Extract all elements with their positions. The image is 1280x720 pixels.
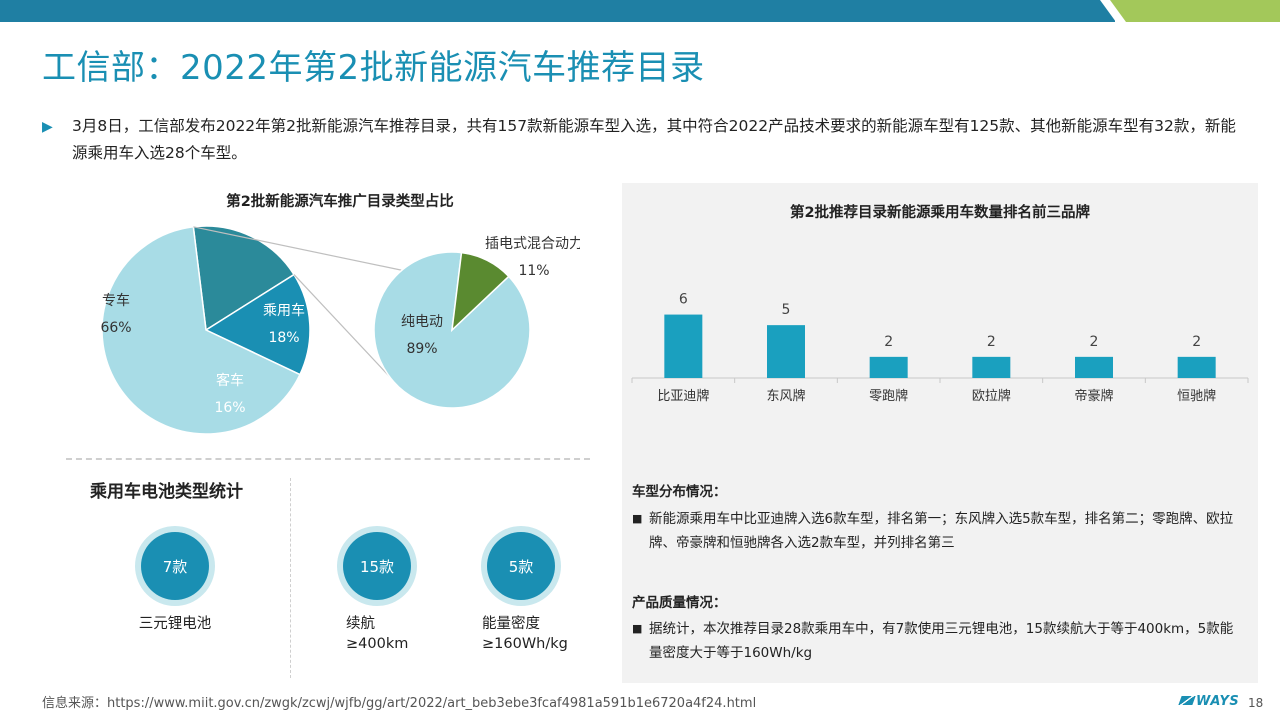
density-count-circle: 5款 — [487, 532, 555, 600]
bar-category-label: 帝豪牌 — [1074, 388, 1113, 404]
distribution-text: 新能源乘用车中比亚迪牌入选6款车型，排名第一；东风牌入选5款车型，排名第二；零跑… — [649, 511, 1234, 551]
pie-slice-0 — [101, 225, 301, 435]
battery-stats-title: 乘用车电池类型统计 — [90, 482, 243, 502]
bar-chart: 6 比亚迪牌 5 东风牌 2 零跑牌 2 欧拉牌 2 帝豪牌 2 恒驰牌 — [631, 292, 1249, 404]
range-label: 续航 ≥400km — [346, 614, 408, 654]
pie-slice-label: 乘用车 — [263, 302, 305, 319]
battery-count-circle: 7款 — [141, 532, 209, 600]
pie-connector-line — [293, 274, 403, 391]
source-footnote: 信息来源：https://www.miit.gov.cn/zwgk/zcwj/w… — [42, 696, 757, 711]
bar-chart-title: 第2批推荐目录新能源乘用车数量排名前三品牌 — [789, 205, 1091, 221]
column-divider — [290, 478, 291, 678]
pie2-slice-percent: 89% — [406, 341, 437, 357]
pie2-slice-label: 纯电动 — [401, 314, 443, 330]
pie-slice-label: 专车 — [102, 292, 130, 309]
bar-value-label: 2 — [1090, 334, 1099, 350]
quality-heading: 产品质量情况： — [632, 595, 727, 611]
square-bullet-icon: ■ — [632, 622, 643, 635]
pie-slice-label: 客车 — [216, 372, 244, 389]
page-number: 18 — [1248, 696, 1264, 710]
bar-category-label: 比亚迪牌 — [657, 388, 709, 404]
bar-category-label: 欧拉牌 — [972, 388, 1011, 404]
intro-paragraph: ▶ 3月8日，工信部发布2022年第2批新能源汽车推荐目录，共有157款新能源车… — [42, 113, 1242, 167]
ways-logo: WAYS — [1178, 694, 1240, 709]
triangle-bullet-icon: ▶ — [42, 119, 53, 135]
pie-connector-line — [193, 226, 402, 271]
intro-text: 3月8日，工信部发布2022年第2批新能源汽车推荐目录，共有157款新能源车型入… — [72, 117, 1236, 162]
pie-slice-1 — [192, 225, 296, 332]
bar-category-label: 零跑牌 — [869, 388, 908, 404]
bar-value-label: 2 — [1192, 334, 1201, 350]
distribution-heading: 车型分布情况： — [632, 484, 727, 500]
range-label-line2: ≥400km — [346, 636, 409, 652]
quality-bullet: ■ 据统计，本次推荐目录28款乘用车中，有7款使用三元锂电池，15款续航大于等于… — [632, 617, 1244, 665]
pie2-slice-1 — [451, 251, 510, 332]
pie2-slice-percent: 11% — [518, 263, 549, 279]
bar — [869, 356, 908, 378]
pie2-slice-label: 插电式混合动力 — [485, 236, 580, 252]
battery-label-line1: 三元锂电池 — [138, 616, 212, 632]
brand-ranking-panel: 第2批推荐目录新能源乘用车数量排名前三品牌 6 比亚迪牌 5 东风牌 2 零跑牌 2 欧拉牌 2… — [622, 183, 1258, 683]
bar — [972, 356, 1011, 378]
top-banner-green — [1108, 0, 1280, 22]
pie-slice-percent: 66% — [100, 320, 131, 336]
range-label-line1: 续航 — [346, 616, 375, 632]
range-count-circle: 15款 — [343, 532, 411, 600]
bar-value-label: 2 — [987, 334, 996, 350]
pie-slice-percent: 18% — [268, 330, 299, 346]
bar-value-label: 6 — [679, 292, 688, 308]
top-banner-blue — [0, 0, 1115, 22]
bar-category-label: 恒驰牌 — [1177, 388, 1216, 404]
density-label-line1: 能量密度 — [482, 616, 540, 632]
density-label: 能量密度 ≥160Wh/kg — [482, 614, 568, 654]
pie-slice-percent: 16% — [214, 400, 245, 416]
density-label-line2: ≥160Wh/kg — [482, 636, 568, 652]
ways-logo-text: WAYS — [1196, 694, 1240, 709]
quality-text: 据统计，本次推荐目录28款乘用车中，有7款使用三元锂电池，15款续航大于等于40… — [649, 621, 1234, 661]
ways-logo-icon — [1178, 696, 1196, 705]
square-bullet-icon: ■ — [632, 512, 643, 525]
bar — [767, 325, 805, 378]
page-title: 工信部：2022年第2批新能源汽车推荐目录 — [42, 48, 705, 88]
distribution-bullet: ■ 新能源乘用车中比亚迪牌入选6款车型，排名第一；东风牌入选5款车型，排名第二；… — [632, 507, 1244, 555]
top-banner — [0, 0, 1280, 22]
battery-label: 三元锂电池 — [120, 614, 230, 634]
bar — [1075, 356, 1113, 378]
pie-slice-2 — [204, 273, 311, 376]
pie-charts: 专车 66% 乘用车 18% 客车 16% 纯电动 89% 插电式混合动力 11% — [100, 225, 580, 435]
bar — [664, 314, 703, 378]
bar-value-label: 2 — [884, 334, 893, 350]
pie-chart-title: 第2批新能源汽车推广目录类型占比 — [226, 194, 454, 210]
bar-value-label: 5 — [782, 302, 791, 318]
bar-category-label: 东风牌 — [766, 388, 805, 404]
section-divider — [66, 458, 590, 460]
bar — [1177, 356, 1216, 378]
